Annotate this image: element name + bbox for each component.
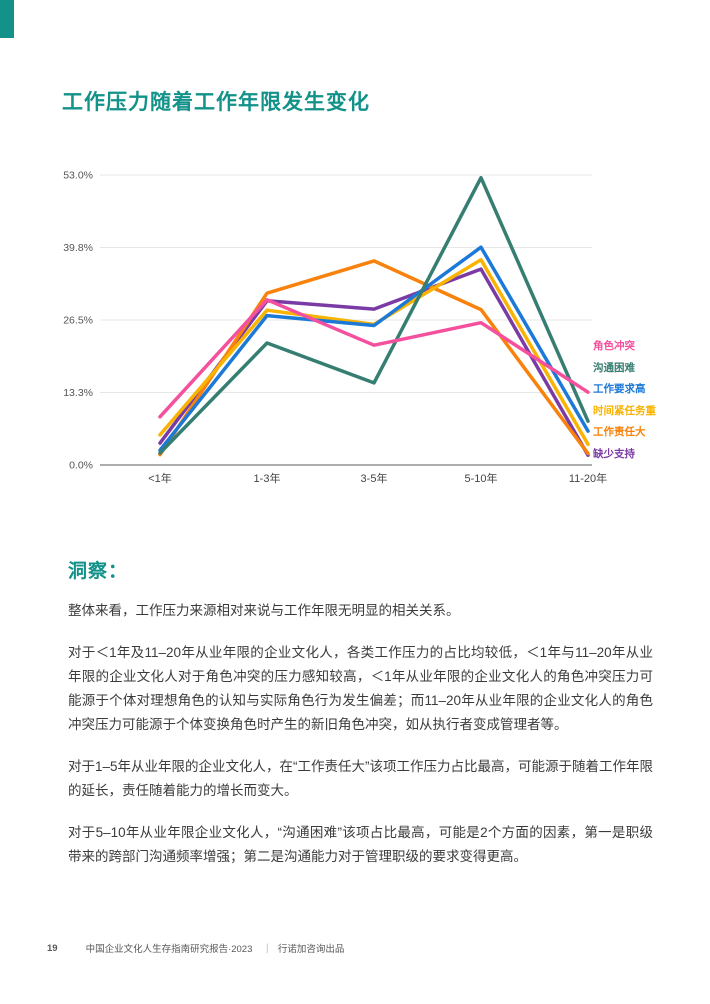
x-axis-category-label: 11-20年 (569, 471, 607, 485)
legend-item-2: 工作要求高 (593, 383, 646, 395)
x-axis-category-label: 1-3年 (254, 471, 281, 485)
legend-item-3: 时间紧任务重 (593, 404, 656, 417)
x-axis-category-label: <1年 (148, 471, 172, 485)
chart-legend: 角色冲突沟通困难工作要求高时间紧任务重 工作责任大缺少支持 (593, 340, 656, 469)
y-axis-tick-label: 39.8% (63, 242, 93, 254)
legend-item-4: 工作责任大 (593, 426, 646, 438)
x-axis-category-label: 3-5年 (361, 471, 388, 485)
y-axis-tick-label: 53.0% (63, 170, 93, 182)
legend-item-1: 沟通困难 (593, 361, 635, 374)
series-line-0 (158, 298, 590, 419)
series-line-1 (158, 175, 590, 455)
insight-paragraph-overview: 整体来看，工作压力来源相对来说与工作年限无明显的相关关系。 (68, 603, 460, 618)
y-axis-tick-label: 0.0% (69, 460, 93, 472)
x-axis-category-label: 5-10年 (464, 471, 497, 485)
work-pressure-line-chart: 0.0% 13.3% 26.5% 39.8% 53.0% <1年 1-3年 3-5年 5-10年… (0, 160, 710, 495)
legend-item-5: 缺少支持 (593, 447, 635, 460)
y-axis-tick-label: 26.5% (63, 315, 93, 327)
series-line-4 (158, 259, 590, 457)
footer-separator: ｜ (262, 944, 272, 955)
insight-heading: 洞察： (68, 561, 129, 582)
page-title: 工作压力随着工作年限发生变化 (62, 91, 370, 114)
legend-item-0: 角色冲突 (593, 340, 635, 352)
y-axis-tick-label: 13.3% (63, 387, 93, 399)
page-corner-accent (0, 0, 14, 38)
page-footer: 19 中国企业文化人生存指南研究报告·2023 ｜ 行诺加咨询出品 (47, 941, 345, 956)
insight-paragraph-role-conflict: 对于＜1年及11–20年从业年限的企业文化人，各类工作压力的占比均较低，＜1年与… (68, 645, 653, 732)
insight-paragraph-communication: 对于5–10年从业年限企业文化人，“沟通困难”该项占比最高，可能是2个方面的因素… (68, 825, 653, 864)
insight-section: 洞察： 整体来看，工作压力来源相对来说与工作年限无明显的相关关系。 对于＜1年及… (68, 556, 653, 887)
insight-paragraph-responsibility: 对于1–5年从业年限的企业文化人，在“工作责任大”该项工作压力占比最高，可能源于… (68, 759, 654, 798)
footer-report-title: 中国企业文化人生存指南研究报告·2023 (85, 944, 253, 955)
footer-publisher: 行诺加咨询出品 (277, 944, 345, 955)
page-number: 19 (47, 942, 58, 954)
series-line-2 (158, 245, 590, 452)
chart-canvas: 0.0% 13.3% 26.5% 39.8% 53.0% <1年 1-3年 3-5年 5-10年… (63, 170, 607, 486)
